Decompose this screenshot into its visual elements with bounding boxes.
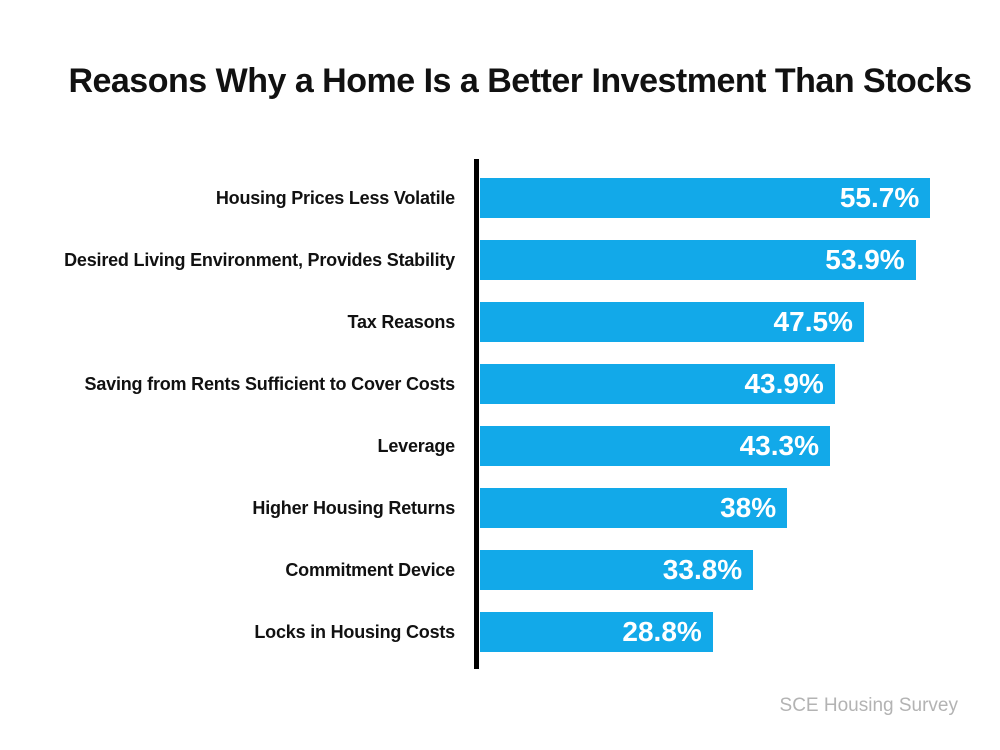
bar-row: Housing Prices Less Volatile 55.7% bbox=[0, 178, 1000, 218]
bar-row: Desired Living Environment, Provides Sta… bbox=[0, 240, 1000, 280]
chart-rows: Housing Prices Less Volatile 55.7% Desired… bbox=[0, 178, 1000, 652]
bar: 38% bbox=[480, 488, 788, 528]
value-label: 43.3% bbox=[739, 430, 819, 461]
value-label: 28.8% bbox=[622, 616, 702, 647]
bar-row: Locks in Housing Costs 28.8% bbox=[0, 612, 1000, 652]
value-label: 33.8% bbox=[662, 554, 743, 585]
bar-track: 53.9% bbox=[480, 240, 965, 280]
bar: 28.8% bbox=[480, 612, 713, 652]
chart-title: Reasons Why a Home Is a Better Investmen… bbox=[68, 62, 972, 100]
value-label: 43.9% bbox=[744, 368, 824, 399]
category-label: Higher Housing Returns bbox=[252, 497, 455, 518]
bar-track: 43.9% bbox=[480, 364, 965, 404]
bar: 55.7% bbox=[480, 178, 931, 218]
category-label: Locks in Housing Costs bbox=[254, 621, 455, 642]
category-label: Commitment Device bbox=[285, 559, 455, 580]
bar: 53.9% bbox=[480, 240, 916, 280]
bar-track: 33.8% bbox=[480, 550, 965, 590]
bar: 43.9% bbox=[480, 364, 835, 404]
bar: 43.3% bbox=[480, 426, 830, 466]
value-label: 55.7% bbox=[839, 182, 920, 213]
value-label: 47.5% bbox=[773, 306, 853, 337]
chart-area: Housing Prices Less Volatile 55.7% Desired… bbox=[0, 178, 1000, 674]
bar-row: Leverage 43.3% bbox=[0, 426, 1000, 466]
bar-track: 43.3% bbox=[480, 426, 965, 466]
value-label: 38% bbox=[720, 492, 777, 523]
category-label: Saving from Rents Sufficient to Cover Co… bbox=[84, 373, 456, 394]
bar-row: Saving from Rents Sufficient to Cover Co… bbox=[0, 364, 1000, 404]
bar: 33.8% bbox=[480, 550, 754, 590]
category-label: Housing Prices Less Volatile bbox=[215, 187, 455, 208]
bar-row: Tax Reasons 47.5% bbox=[0, 302, 1000, 342]
bar-track: 55.7% bbox=[480, 178, 965, 218]
bar-row: Higher Housing Returns 38% bbox=[0, 488, 1000, 528]
bar-track: 28.8% bbox=[480, 612, 965, 652]
bar-track: 47.5% bbox=[480, 302, 965, 342]
category-label: Desired Living Environment, Provides Sta… bbox=[64, 249, 455, 270]
value-label: 53.9% bbox=[825, 244, 905, 275]
y-axis-line bbox=[474, 159, 479, 669]
bar-row: Commitment Device 33.8% bbox=[0, 550, 1000, 590]
bar: 47.5% bbox=[480, 302, 864, 342]
source-caption: SCE Housing Survey bbox=[779, 695, 958, 716]
category-label: Tax Reasons bbox=[347, 311, 455, 332]
category-label: Leverage bbox=[377, 435, 456, 456]
bar-track: 38% bbox=[480, 488, 965, 528]
